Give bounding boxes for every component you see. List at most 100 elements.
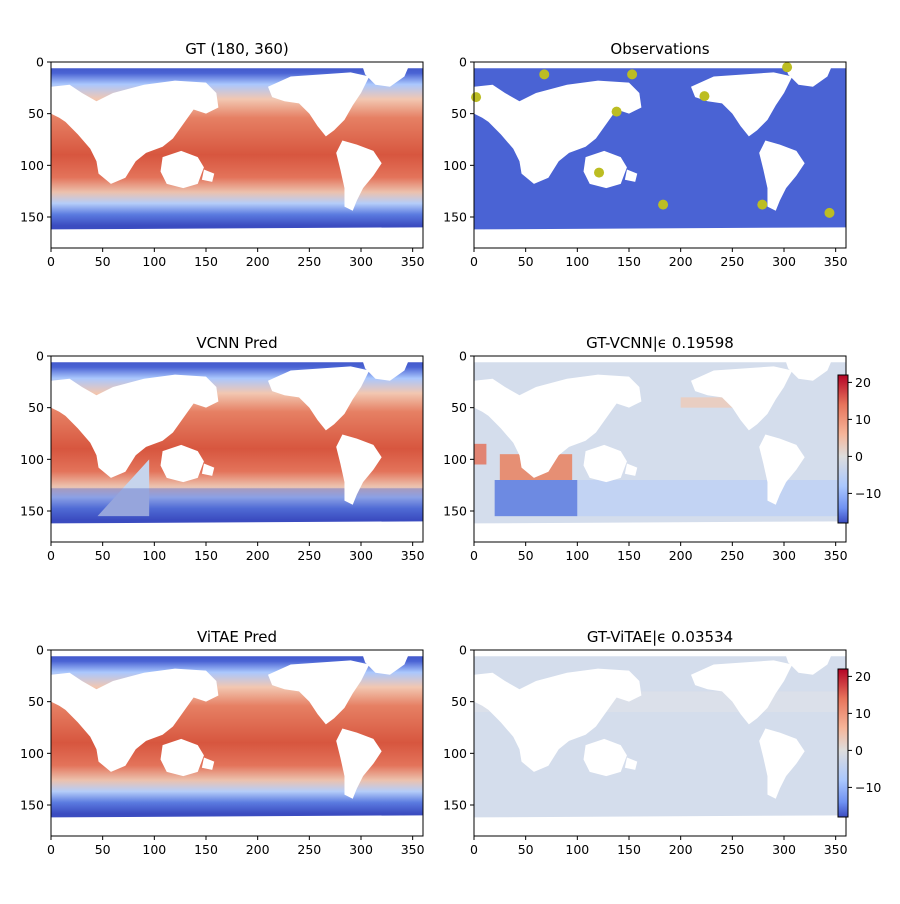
panel-title: ViTAE Pred bbox=[197, 628, 277, 646]
axes-frame bbox=[50, 649, 424, 837]
y-tick-label: 0 bbox=[459, 643, 467, 658]
observation-point bbox=[699, 91, 710, 102]
x-tick-label: 350 bbox=[824, 842, 848, 857]
panel-title: GT (180, 360) bbox=[185, 40, 289, 58]
y-tick-label: 100 bbox=[20, 746, 44, 761]
y-tick-label: 50 bbox=[28, 400, 44, 415]
x-tick-label: 300 bbox=[772, 254, 796, 269]
y-tick-label: 0 bbox=[36, 55, 44, 70]
y-tick-label: 150 bbox=[443, 798, 467, 813]
x-tick-label: 350 bbox=[824, 548, 848, 563]
x-tick-label: 150 bbox=[617, 254, 641, 269]
x-tick-label: 0 bbox=[470, 842, 478, 857]
x-tick-label: 350 bbox=[401, 548, 425, 563]
panel-title: Observations bbox=[610, 40, 709, 58]
x-tick-label: 200 bbox=[669, 842, 693, 857]
colorbar-tick-label: 0 bbox=[855, 743, 863, 758]
x-tick-label: 50 bbox=[95, 254, 111, 269]
x-tick-label: 150 bbox=[617, 548, 641, 563]
y-tick-label: 100 bbox=[443, 746, 467, 761]
x-tick-label: 350 bbox=[401, 254, 425, 269]
x-tick-label: 200 bbox=[669, 548, 693, 563]
y-tick-label: 50 bbox=[28, 106, 44, 121]
colorbar-tick-label: 20 bbox=[855, 669, 871, 684]
x-tick-label: 50 bbox=[95, 842, 111, 857]
x-tick-label: 50 bbox=[95, 548, 111, 563]
x-tick-label: 100 bbox=[565, 548, 589, 563]
y-tick-label: 100 bbox=[443, 452, 467, 467]
y-tick-label: 100 bbox=[20, 158, 44, 173]
observation-point bbox=[471, 92, 482, 103]
panel-title: GT-ViTAE|ϵ 0.03534 bbox=[587, 628, 733, 646]
x-tick-label: 300 bbox=[772, 548, 796, 563]
y-tick-label: 150 bbox=[20, 504, 44, 519]
observation-point bbox=[824, 207, 835, 218]
y-tick-label: 150 bbox=[20, 798, 44, 813]
y-tick-label: 50 bbox=[451, 106, 467, 121]
colorbar-tick-label: 10 bbox=[855, 706, 871, 721]
x-tick-label: 100 bbox=[142, 842, 166, 857]
x-tick-label: 200 bbox=[669, 254, 693, 269]
x-tick-label: 250 bbox=[720, 548, 744, 563]
x-tick-label: 200 bbox=[246, 548, 270, 563]
y-tick-label: 50 bbox=[451, 400, 467, 415]
y-tick-label: 0 bbox=[36, 643, 44, 658]
x-tick-label: 100 bbox=[142, 548, 166, 563]
axes-frame bbox=[473, 61, 847, 249]
colorbar-tick-label: 20 bbox=[855, 375, 871, 390]
y-tick-label: 150 bbox=[443, 210, 467, 225]
observation-point bbox=[782, 62, 793, 73]
x-tick-label: 300 bbox=[772, 842, 796, 857]
x-tick-label: 0 bbox=[470, 548, 478, 563]
y-tick-label: 100 bbox=[20, 452, 44, 467]
y-tick-label: 0 bbox=[36, 349, 44, 364]
panel-title: VCNN Pred bbox=[196, 334, 277, 352]
x-tick-label: 200 bbox=[246, 842, 270, 857]
x-tick-label: 250 bbox=[297, 842, 321, 857]
panel-title: GT-VCNN|ϵ 0.19598 bbox=[586, 334, 734, 352]
x-tick-label: 250 bbox=[720, 254, 744, 269]
observation-point bbox=[658, 199, 669, 210]
x-tick-label: 250 bbox=[720, 842, 744, 857]
observation-point bbox=[757, 199, 768, 210]
colorbar-tick-label: −10 bbox=[855, 486, 881, 501]
x-tick-label: 150 bbox=[194, 548, 218, 563]
y-tick-label: 100 bbox=[443, 158, 467, 173]
panel-gt: 0 50 100 150 200 250 300 350 0 50 100 150 GT (180, 3… bbox=[20, 40, 425, 269]
x-tick-label: 50 bbox=[518, 548, 534, 563]
panel-obs: 0 50 100 150 200 250 300 350 0 50 100 150 Observatio… bbox=[443, 40, 848, 269]
y-tick-label: 150 bbox=[20, 210, 44, 225]
observation-point bbox=[627, 69, 638, 80]
x-tick-label: 200 bbox=[246, 254, 270, 269]
x-tick-label: 0 bbox=[470, 254, 478, 269]
x-tick-label: 50 bbox=[518, 842, 534, 857]
x-tick-label: 0 bbox=[47, 548, 55, 563]
observation-point bbox=[539, 69, 550, 80]
x-tick-label: 300 bbox=[349, 548, 373, 563]
panel-vcnn: 0 50 100 150 200 250 300 350 0 50 100 150 VCNN Pred bbox=[20, 334, 425, 563]
x-tick-label: 100 bbox=[565, 254, 589, 269]
y-tick-label: 50 bbox=[28, 694, 44, 709]
colorbar-tick-label: 0 bbox=[855, 449, 863, 464]
x-tick-label: 300 bbox=[349, 842, 373, 857]
x-tick-label: 0 bbox=[47, 254, 55, 269]
x-tick-label: 250 bbox=[297, 548, 321, 563]
colorbar-tick-label: −10 bbox=[855, 780, 881, 795]
panel-vitae-err: 0 50 100 150 200 250 300 350050100150GT-ViTAE|ϵ… bbox=[443, 628, 881, 857]
x-tick-label: 250 bbox=[297, 254, 321, 269]
x-tick-label: 150 bbox=[617, 842, 641, 857]
x-tick-label: 100 bbox=[142, 254, 166, 269]
y-tick-label: 150 bbox=[443, 504, 467, 519]
panel-vitae: 0 50 100 150 200 250 300 350 0 50 100 150 ViTAE Pred bbox=[20, 628, 425, 857]
x-tick-label: 300 bbox=[349, 254, 373, 269]
observation-point bbox=[611, 106, 622, 117]
x-tick-label: 100 bbox=[565, 842, 589, 857]
observation-point bbox=[594, 167, 605, 178]
colorbar bbox=[837, 374, 849, 524]
y-tick-label: 0 bbox=[459, 55, 467, 70]
x-tick-label: 150 bbox=[194, 842, 218, 857]
panel-vcnn-err: 0 50 100 150 200 250 300 350 0 50 100 150 GT-VCNN|ϵ … bbox=[443, 334, 881, 563]
colorbar-tick-label: 10 bbox=[855, 412, 871, 427]
